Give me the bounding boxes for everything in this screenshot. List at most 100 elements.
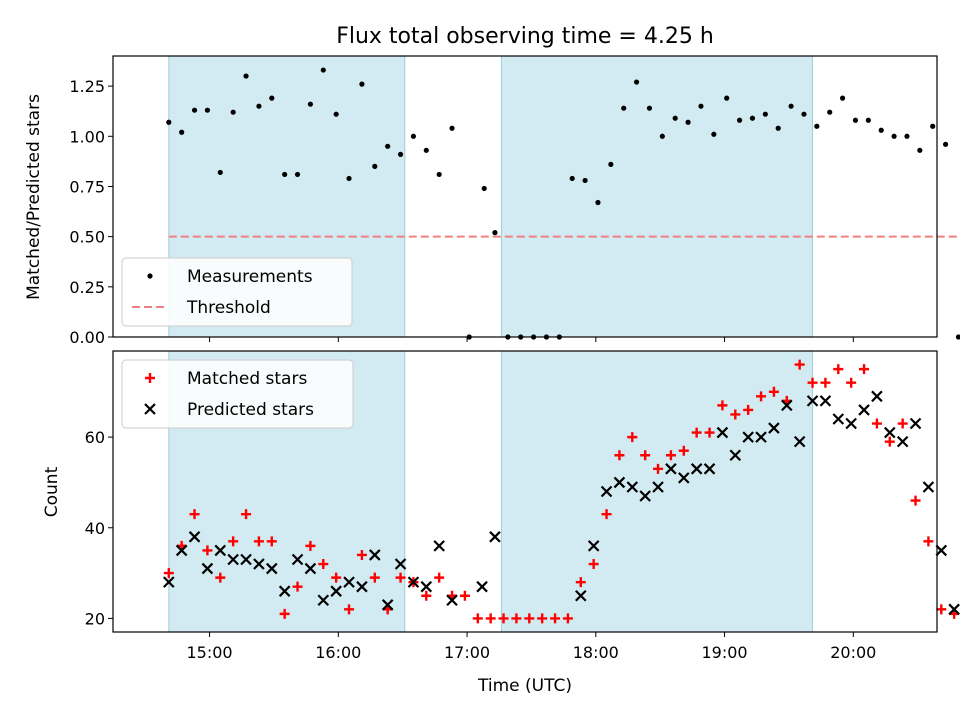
data-point [569,175,575,182]
data-point [498,613,509,624]
legend-label: Predicted stars [187,400,314,420]
data-point [935,544,948,557]
data-point [703,463,716,475]
data-point [217,169,223,176]
data-point [768,386,779,397]
bottom-y-axis-label: Count [42,466,62,517]
data-point [511,613,522,624]
legend-item: Threshold [132,298,271,318]
axes-frame [112,55,938,338]
legend-label: Matched stars [187,369,307,389]
data-point [344,604,355,615]
data-point [788,103,794,109]
y-tick-label: 0.50 [69,228,105,247]
shaded-interval [500,55,814,338]
legend-item: Predicted stars [144,400,314,420]
data-point [716,426,729,439]
x-tick-label: 20:00 [830,643,876,662]
data-point [201,562,214,575]
data-point [317,594,330,607]
series-matched-stars [163,359,960,624]
data-point [955,334,960,340]
legend: Matched stars Predicted stars [121,359,354,429]
data-point [282,171,288,178]
y-tick-label: 40 [85,519,105,538]
data-point [385,143,391,149]
data-point [241,509,252,520]
data-point [756,391,767,402]
legend-box [121,359,354,429]
data-point [436,171,442,178]
data-point [318,559,329,570]
data-point [806,395,819,407]
data-point [871,390,883,403]
y-tick-label: 60 [85,428,105,447]
data-point [871,418,882,429]
data-point [601,509,612,520]
data-point [166,119,172,125]
data-point [600,485,613,498]
data-point [839,95,846,101]
data-point [922,481,935,493]
legend-swatch [147,273,153,279]
data-point [588,559,599,570]
data-point [240,553,252,566]
data-point [626,481,639,493]
data-point [215,572,226,583]
data-point [163,576,175,588]
data-point [188,531,201,543]
data-point [923,536,934,547]
data-point [730,409,741,420]
data-point [665,450,676,461]
data-point [640,450,651,461]
data-point [749,115,756,121]
data-point [891,133,897,139]
axes-frame [112,350,938,633]
data-point [613,476,626,489]
data-point [672,115,678,121]
data-point [736,117,743,123]
data-point [476,580,488,593]
data-point [575,577,586,588]
data-point [587,540,600,552]
data-point [819,395,832,407]
data-point [307,101,314,107]
data-point [266,562,278,575]
data-point [459,590,470,601]
data-point [653,463,664,474]
data-point [627,432,638,443]
data-point [331,572,342,583]
data-point [884,436,895,447]
data-point [762,111,768,117]
data-point [717,400,728,411]
data-point [449,125,455,131]
data-point [793,435,806,448]
data-point [189,509,200,520]
data-point [395,572,406,583]
data-point [492,230,498,236]
data-point [711,131,717,137]
data-point [372,163,378,169]
data-point [845,417,857,430]
data-point [917,147,923,153]
data-point [292,581,303,592]
data-point [704,427,715,438]
data-point [742,431,754,443]
data-point [446,594,458,607]
data-point [781,399,793,412]
data-point [256,103,262,109]
data-point [814,123,820,129]
data-point [304,562,317,575]
data-point [407,576,420,588]
legend-label: Measurements [187,267,313,287]
data-point [665,463,677,475]
data-point [369,549,381,561]
x-tick-label: 15:00 [187,643,233,662]
data-point [346,175,352,182]
data-point [330,585,342,597]
y-tick-label: 1.25 [69,77,105,96]
data-point [269,95,275,101]
data-point [646,105,653,111]
data-point [832,413,845,425]
y-tick-label: 0.00 [69,328,105,347]
